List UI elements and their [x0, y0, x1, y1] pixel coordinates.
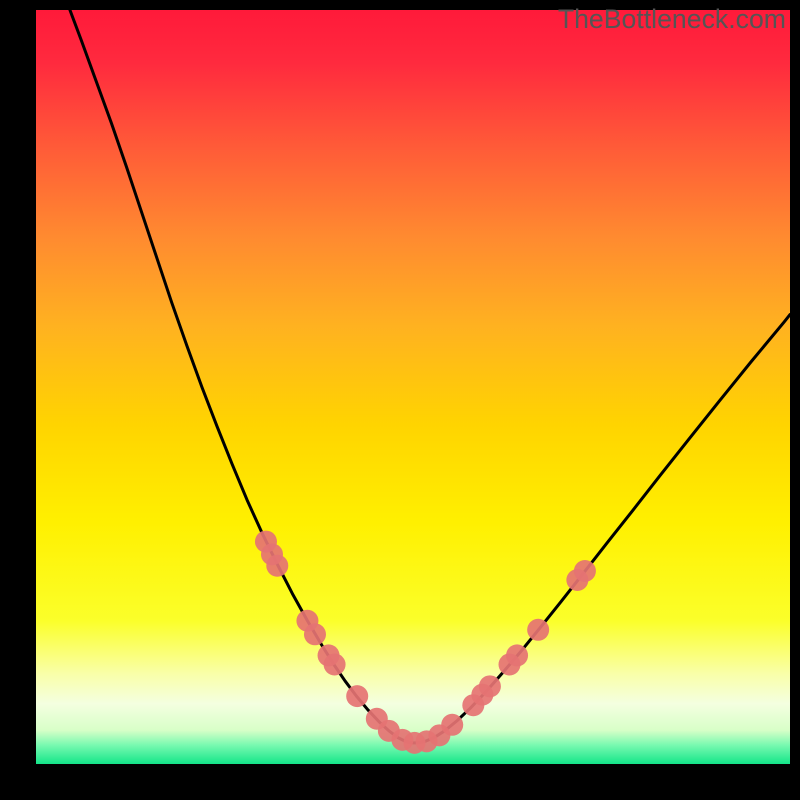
- watermark-text: TheBottleneck.com: [558, 4, 786, 35]
- data-marker: [479, 675, 501, 697]
- data-marker: [346, 685, 368, 707]
- figure-frame: TheBottleneck.com: [0, 0, 800, 800]
- data-marker: [324, 653, 346, 675]
- plot-svg: [36, 10, 790, 764]
- data-marker: [304, 623, 326, 645]
- data-marker: [266, 555, 288, 577]
- plot-area: [36, 10, 790, 764]
- gradient-background: [36, 10, 790, 764]
- data-marker: [574, 560, 596, 582]
- data-marker: [527, 619, 549, 641]
- data-marker: [441, 714, 463, 736]
- data-marker: [506, 644, 528, 666]
